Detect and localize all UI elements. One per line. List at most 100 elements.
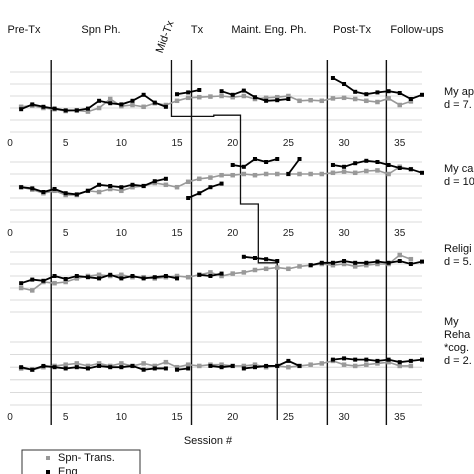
- spn-data-point: [274, 265, 280, 270]
- spn-data-point: [241, 93, 247, 99]
- spn-data-point: [308, 97, 313, 103]
- eng-data-point: [186, 196, 191, 200]
- eng-data-point: [386, 357, 391, 362]
- eng-data-point: [230, 363, 235, 368]
- spn-data-point: [352, 96, 358, 102]
- panel-label-line: d = 2.: [444, 355, 472, 367]
- eng-data-point: [85, 366, 90, 371]
- spn-data-point: [119, 272, 124, 278]
- phase-label: Mid-Tx: [154, 19, 177, 55]
- eng-data-point: [408, 262, 413, 266]
- spn-data-point: [185, 362, 191, 367]
- spn-data-point: [174, 98, 180, 104]
- phase-lines: [50, 60, 388, 425]
- eng-data-point: [297, 363, 302, 368]
- eng-data-point: [408, 358, 413, 363]
- eng-data-point: [152, 100, 157, 105]
- eng-series-line: [243, 255, 278, 262]
- spn-data-point: [286, 266, 291, 272]
- eng-data-point: [141, 92, 146, 97]
- eng-data-point: [241, 366, 246, 371]
- spn-data-point: [130, 184, 135, 190]
- eng-data-point: [130, 98, 135, 103]
- spn-data-point: [263, 266, 269, 272]
- spn-data-point: [18, 285, 24, 291]
- spn-data-point: [386, 171, 391, 177]
- spn-data-point: [230, 94, 235, 100]
- grid-lines: [10, 71, 422, 406]
- eng-data-point: [264, 160, 269, 164]
- spn-data-point: [352, 170, 358, 176]
- eng-data-point: [208, 274, 213, 278]
- x-tick-label: 25: [283, 138, 295, 149]
- x-tick-label: 20: [227, 228, 239, 239]
- panel-label-line: d = 10: [444, 176, 474, 188]
- spn-data-point: [375, 99, 380, 105]
- eng-data-point: [297, 157, 302, 161]
- eng-data-point: [163, 104, 168, 109]
- eng-data-point: [97, 276, 102, 281]
- eng-data-point: [252, 157, 257, 161]
- eng-data-point: [252, 365, 257, 370]
- phase-label: Maint. Eng. Ph.: [231, 24, 306, 36]
- spn-data-point: [274, 94, 280, 100]
- legend-label: Spn- Trans.: [58, 452, 115, 464]
- x-tick-label: 30: [338, 138, 350, 149]
- spn-data-point: [408, 363, 414, 369]
- eng-data-point: [108, 365, 113, 370]
- x-tick-label: 5: [63, 412, 69, 423]
- eng-data-point: [219, 89, 224, 94]
- spn-data-point: [341, 169, 347, 174]
- eng-data-point: [19, 107, 24, 112]
- eng-data-point: [108, 272, 113, 277]
- eng-data-point: [52, 187, 57, 191]
- eng-data-point: [19, 365, 24, 370]
- step-line-path: [170, 60, 278, 420]
- spn-data-point: [197, 94, 202, 100]
- eng-data-point: [30, 367, 35, 372]
- spn-data-point: [408, 256, 414, 262]
- spn-data-point: [375, 168, 380, 173]
- eng-data-point: [30, 102, 35, 107]
- eng-data-point: [19, 281, 24, 286]
- spn-data-point: [319, 361, 325, 366]
- spn-data-point: [230, 172, 235, 178]
- eng-data-point: [397, 91, 402, 95]
- eng-data-point: [353, 260, 358, 265]
- eng-data-point: [264, 257, 269, 262]
- eng-data-point: [175, 92, 180, 97]
- eng-data-point: [420, 92, 424, 97]
- legend-label: Eng: [58, 466, 78, 474]
- eng-series-line: [187, 182, 222, 199]
- legend: Spn- Trans. Eng: [21, 449, 141, 474]
- x-tick-label: 0: [7, 228, 13, 239]
- eng-data-point: [41, 278, 46, 283]
- eng-data-point: [386, 260, 391, 265]
- panel-label-line: d = 7.: [444, 99, 472, 111]
- spn-data-point: [63, 362, 68, 367]
- eng-data-point: [85, 106, 90, 111]
- eng-data-point: [330, 357, 335, 362]
- spn-data-point: [96, 272, 102, 278]
- spn-data-point: [386, 359, 391, 365]
- eng-data-point: [286, 172, 291, 176]
- spn-data-point: [208, 94, 213, 99]
- eng-data-point: [342, 82, 347, 86]
- spn-data-point: [141, 104, 146, 110]
- eng-data-point: [97, 98, 102, 103]
- phase-labels: Pre-Tx Spn Ph. Mid-Tx Tx Maint. Eng. Ph. Post…: [8, 19, 445, 55]
- spn-data-point: [330, 170, 336, 176]
- eng-data-point: [141, 367, 146, 372]
- spn-data-point: [230, 271, 235, 276]
- eng-data-point: [375, 358, 380, 363]
- spn-data-point: [375, 361, 380, 366]
- x-tick-label: 0: [7, 138, 13, 149]
- spn-data-point: [364, 362, 369, 367]
- eng-data-point: [108, 184, 113, 188]
- eng-data-point: [264, 98, 269, 103]
- spn-data-point: [352, 264, 358, 269]
- x-tick-label: 20: [227, 412, 239, 423]
- spn-data-point: [74, 361, 80, 366]
- spn-data-point: [341, 261, 347, 267]
